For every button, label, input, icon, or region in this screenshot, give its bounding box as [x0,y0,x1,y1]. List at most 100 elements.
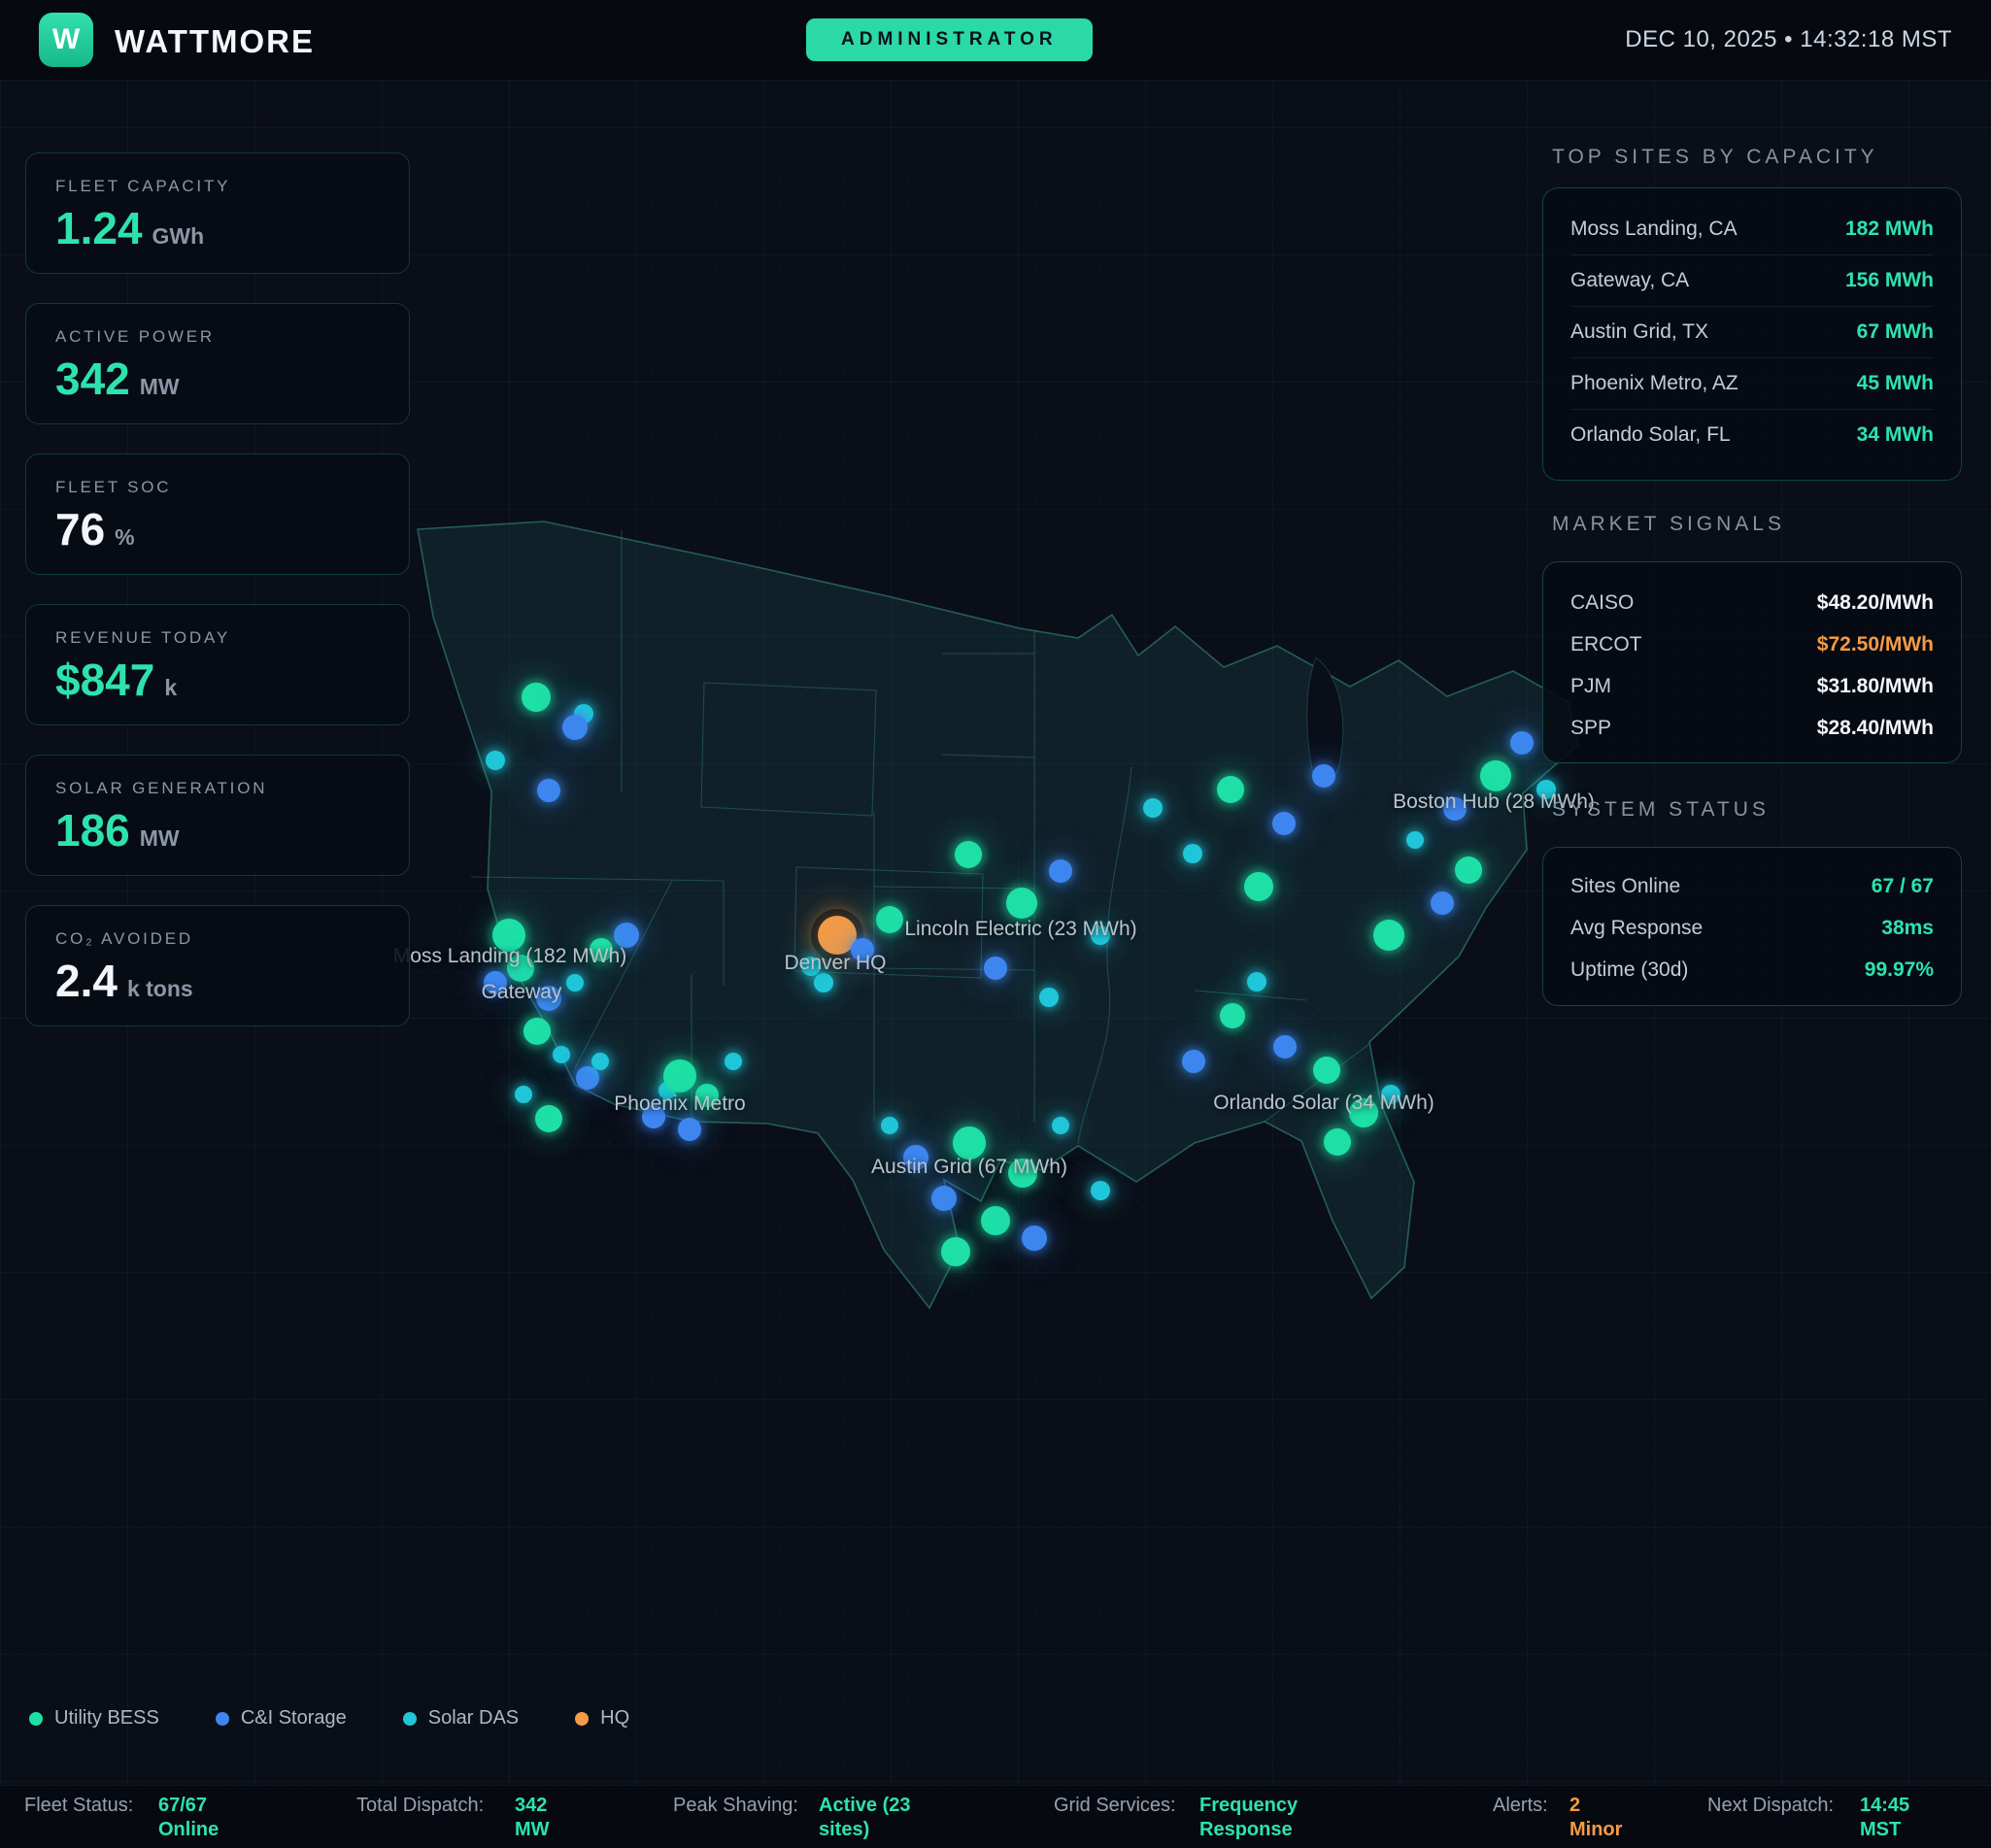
map-site-solar[interactable] [801,957,821,976]
map-site-ci[interactable] [537,779,560,802]
market-signal-rows: CAISO $48.20/MWh ERCOT $72.50/MWh PJM $31.80/… [1570,582,1934,749]
map-site-ci[interactable] [614,923,639,948]
status-value: Active (23 sites) [819,1795,911,1840]
map-site-bess[interactable] [1006,888,1037,919]
map-site-solar[interactable] [515,1086,532,1103]
map-site-ci[interactable] [576,1066,599,1090]
map-site-bess[interactable] [507,955,534,982]
map-site-bess[interactable] [941,1237,970,1266]
map-site-solar[interactable] [566,974,584,991]
legend-item-c-i-storage[interactable]: C&I Storage [215,1707,347,1730]
map-site-solar[interactable] [725,1053,742,1070]
row-name: Austin Grid, TX [1570,320,1708,343]
legend-item-hq[interactable]: HQ [575,1707,629,1730]
map-site-ci[interactable] [984,957,1007,980]
map-site-bess[interactable] [1313,1057,1340,1084]
map-site-solar[interactable] [1091,1181,1110,1200]
map-label-moss-landing-182-mwh: Moss Landing (182 MWh) [392,945,627,967]
row-value: $28.40/MWh [1816,716,1934,739]
map-site-bess[interactable] [492,919,525,952]
map-site-solar[interactable] [1247,972,1266,991]
map-site-ci[interactable] [1312,764,1335,788]
status-value: 342 MW [515,1795,550,1840]
map-site-solar[interactable] [1143,798,1163,818]
map-site-bess[interactable] [1008,1159,1037,1188]
top-sites-panel: Moss Landing, CA 182 MWh Gateway, CA 156 MW… [1542,187,1962,481]
kpi-label: CO₂ AVOIDED [55,929,193,948]
map-site-bess[interactable] [522,683,551,712]
map-site-solar[interactable] [486,751,505,770]
map-site-ci[interactable] [642,1105,665,1128]
system-status-rows: Sites Online 67 / 67 Avg Response 38ms Uptim… [1570,865,1934,991]
map-site-ci[interactable] [931,1186,957,1211]
map-site-ci[interactable] [1443,797,1467,821]
map-site-bess[interactable] [1244,872,1273,901]
map-site-solar[interactable] [1406,831,1424,849]
map-site-solar[interactable] [1039,988,1059,1007]
status-bar: Fleet Status: 67/67 Online Total Dispatch:… [0,1785,1991,1848]
map-site-bess[interactable] [1373,920,1404,951]
map-site-ci[interactable] [1273,1035,1297,1058]
row-value: 182 MWh [1844,218,1934,240]
map-site-solar[interactable] [1052,1117,1069,1134]
map-site-ci[interactable] [1431,891,1454,915]
map-site-ci[interactable] [1510,731,1534,755]
row-name: ERCOT [1570,632,1642,655]
map-site-solar[interactable] [553,1046,570,1063]
status-value: 14:45 MST [1860,1795,1910,1840]
map-site-solar[interactable] [814,973,833,992]
row-value: $48.20/MWh [1816,590,1934,614]
kpi-label: FLEET CAPACITY [55,177,231,195]
map-site-bess[interactable] [663,1059,696,1092]
market-signals-panel: CAISO $48.20/MWh ERCOT $72.50/MWh PJM $31.80/… [1542,561,1962,763]
app-title: WATTMORE [115,23,316,59]
map-site-bess[interactable] [1455,857,1482,884]
kpi-value: 2.4 k tons [55,956,193,1006]
map-site-bess[interactable] [535,1105,562,1132]
kpi-unit: MW [139,374,180,399]
legend-item-utility-bess[interactable]: Utility BESS [29,1707,159,1730]
map-site-bess[interactable] [955,841,982,868]
map-site-ci[interactable] [562,715,588,740]
kpi-card-co-avoided: CO₂ AVOIDED 2.4 k tons [25,905,410,1026]
map-site-solar[interactable] [1183,844,1202,863]
row-name: Gateway, CA [1570,269,1690,291]
map-site-solar[interactable] [591,1053,609,1070]
map-site-bess[interactable] [1217,776,1244,803]
map-site-hq[interactable] [818,916,857,955]
map-site-solar[interactable] [1536,780,1556,799]
kpi-value: 186 MW [55,805,180,856]
bess-dot-icon [29,1711,43,1726]
map-site-ci[interactable] [678,1118,701,1141]
logo-letter: W [51,23,81,55]
map-site-ci[interactable] [1022,1226,1047,1251]
map-site-ci[interactable] [1272,812,1296,835]
map-site-ci[interactable] [484,971,507,994]
legend-item-solar-das[interactable]: Solar DAS [402,1707,519,1730]
map-site-solar[interactable] [881,1117,898,1134]
map-site-bess[interactable] [876,906,903,933]
map-site-solar[interactable] [1381,1085,1400,1104]
map-site-ci[interactable] [1182,1050,1205,1073]
map-site-bess[interactable] [1349,1098,1378,1127]
map-site-bess[interactable] [1220,1003,1245,1028]
kpi-unit: k tons [126,976,193,1001]
map-site-ci[interactable] [536,986,561,1011]
row-name: PJM [1570,674,1611,697]
map-site-ci[interactable] [903,1145,928,1170]
map-site-ci[interactable] [1049,859,1072,883]
map-site-bess[interactable] [695,1084,719,1107]
table-row-moss-landing-ca: Moss Landing, CA 182 MWh [1570,204,1934,255]
status-value: 2 Minor [1569,1795,1623,1840]
map-label-gateway: Gateway [481,981,562,1003]
map-site-bess[interactable] [1480,760,1511,791]
map-site-bess[interactable] [981,1206,1010,1235]
map-site-bess[interactable] [953,1126,986,1159]
map-site-solar[interactable] [1091,925,1110,945]
map-site-bess[interactable] [523,1018,551,1045]
map-site-bess[interactable] [590,938,613,961]
map-site-bess[interactable] [1324,1128,1351,1156]
map-site-ci[interactable] [851,938,874,961]
table-row-austin-grid-tx: Austin Grid, TX 67 MWh [1570,307,1934,358]
